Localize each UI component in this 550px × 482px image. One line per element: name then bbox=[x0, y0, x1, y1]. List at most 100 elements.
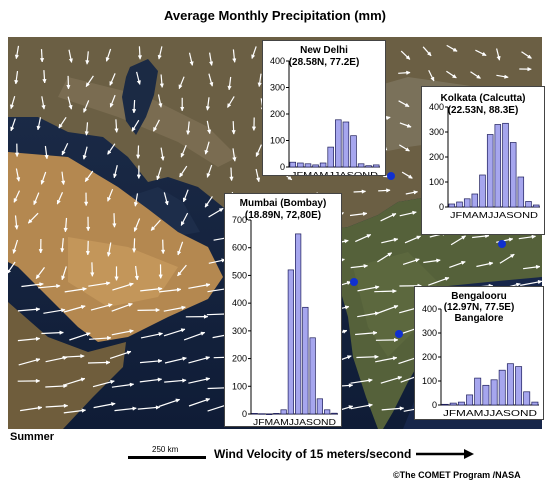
wind-arrow-head bbox=[386, 188, 391, 193]
wind-arrow-head bbox=[205, 398, 211, 403]
wind-arrow-head bbox=[366, 234, 372, 239]
wind-arrow-head bbox=[136, 174, 142, 180]
wind-arrow-head bbox=[164, 200, 169, 206]
bar-A bbox=[471, 193, 479, 208]
caspian-sea bbox=[122, 59, 158, 135]
bar-M bbox=[479, 174, 486, 208]
wind-arrow-head bbox=[106, 252, 112, 257]
wind-arrow-head bbox=[68, 104, 73, 110]
wind-arrow-head bbox=[488, 261, 494, 266]
wind-arrow-head bbox=[451, 74, 457, 79]
bar-S bbox=[506, 363, 514, 406]
wind-arrow-head bbox=[66, 84, 71, 90]
wind-arrow-head bbox=[107, 303, 113, 308]
bar-M bbox=[319, 162, 327, 168]
wind-arrow-head bbox=[44, 154, 49, 160]
wind-arrow-head bbox=[110, 402, 116, 407]
wind-arrow-head bbox=[114, 128, 119, 133]
wind-arrow-head bbox=[84, 131, 89, 136]
bar-chart-new-delhi: 0 100 200 300 400 JFMAMJJASOND bbox=[270, 56, 380, 175]
wind-arrow-head bbox=[218, 208, 224, 213]
bar-O bbox=[316, 398, 323, 415]
bar-A bbox=[502, 122, 509, 208]
wind-arrow-head bbox=[56, 199, 61, 205]
chart-subtitle: (18.89N, 72,80E) bbox=[244, 210, 322, 221]
wind-arrow-head bbox=[33, 200, 38, 206]
wind-arrow-head bbox=[374, 285, 380, 290]
wind-arrow-head bbox=[41, 104, 46, 110]
zagros-ridge bbox=[58, 77, 238, 167]
wind-arrow-head bbox=[416, 235, 422, 240]
wind-arrow-head bbox=[133, 227, 138, 233]
wind-arrow-head bbox=[109, 81, 114, 86]
wind-arrow-head bbox=[106, 360, 111, 365]
wind-arrow-head bbox=[387, 252, 393, 257]
bar-D bbox=[531, 401, 539, 406]
y-tick-label: 100 bbox=[422, 376, 437, 386]
city-marker-mumbai bbox=[350, 278, 358, 286]
wind-arrow-head bbox=[60, 180, 66, 186]
wind-arrow-head bbox=[200, 331, 206, 336]
wind-arrow-head bbox=[63, 403, 69, 408]
wind-arrow-head bbox=[114, 276, 119, 281]
wind-arrow-head bbox=[159, 83, 164, 88]
wind-arrow-head bbox=[8, 269, 12, 274]
wind-arrow-head bbox=[344, 305, 350, 310]
wind-arrow-head bbox=[393, 337, 399, 343]
wind-arrow-head bbox=[363, 264, 369, 269]
wind-arrow-head bbox=[150, 226, 156, 231]
wind-arrow-head bbox=[14, 152, 20, 158]
wind-arrow-head bbox=[38, 249, 43, 254]
bar-N bbox=[523, 391, 531, 406]
y-tick-label: 200 bbox=[422, 352, 437, 362]
wind-arrow-head bbox=[37, 405, 43, 411]
wind-arrow-head bbox=[90, 272, 95, 277]
y-tick-label: 700 bbox=[232, 215, 247, 225]
wind-arrow-head bbox=[180, 106, 185, 112]
bar-A bbox=[312, 164, 319, 168]
copyright-credit: ©The COMET Program /NASA bbox=[393, 470, 521, 480]
wind-arrow-head bbox=[12, 249, 17, 254]
wind-arrow-head bbox=[61, 275, 66, 281]
wind-arrow-head bbox=[232, 157, 237, 162]
bar-J bbox=[295, 233, 302, 415]
wind-arrow-head bbox=[342, 329, 348, 334]
bar-chart-mumbai: 0 100 200 300 400 500 600 700 JFMAMJJASOND bbox=[232, 215, 338, 426]
wind-arrow-head bbox=[346, 280, 352, 286]
bar-O bbox=[515, 366, 523, 406]
wind-arrow-head bbox=[206, 129, 212, 135]
wind-arrow-head bbox=[175, 398, 181, 403]
wind-arrow-head bbox=[181, 305, 186, 310]
wind-velocity-legend: Wind Velocity of 15 meters/second bbox=[214, 447, 412, 461]
wind-arrow-head bbox=[508, 237, 514, 242]
wind-arrow-head bbox=[392, 289, 397, 294]
chart-bengaluru: Bengalooru (12.97N, 77.5E) Bangalore 0 10… bbox=[414, 286, 544, 420]
bar-M bbox=[304, 163, 312, 168]
city-marker-kolkata bbox=[498, 240, 506, 248]
wind-arrow-head bbox=[348, 405, 354, 410]
wind-arrow-head bbox=[156, 175, 161, 181]
deccan-plateau bbox=[353, 252, 438, 357]
bar-F bbox=[449, 402, 457, 406]
wind-arrow-head bbox=[113, 173, 118, 179]
bar-J bbox=[448, 203, 456, 208]
wind-arrow-head bbox=[35, 358, 41, 363]
bar-O bbox=[517, 176, 525, 208]
wind-arrow-head bbox=[362, 211, 368, 217]
bar-N bbox=[324, 409, 331, 415]
wind-arrow-head bbox=[85, 82, 90, 88]
wind-arrow-head bbox=[344, 239, 349, 244]
bar-A bbox=[342, 121, 350, 168]
bar-A bbox=[302, 306, 309, 415]
wind-arrow-head bbox=[177, 271, 182, 277]
chart-mumbai: Mumbai (Bombay) (18.89N, 72,80E) 0 100 200… bbox=[224, 193, 342, 427]
wind-arrow-head bbox=[137, 55, 143, 60]
wind-arrow-head bbox=[405, 55, 411, 60]
y-tick-label: 400 bbox=[270, 56, 285, 66]
bar-chart-kolkata: 0 100 200 300 400 JFMAMJJASOND bbox=[429, 102, 540, 220]
x-tick-labels: JFMAMJJASOND bbox=[291, 170, 378, 175]
wind-arrow-head bbox=[59, 330, 64, 335]
bar-J bbox=[482, 384, 490, 406]
bar-D bbox=[532, 204, 540, 208]
wind-arrow-head bbox=[412, 210, 417, 215]
